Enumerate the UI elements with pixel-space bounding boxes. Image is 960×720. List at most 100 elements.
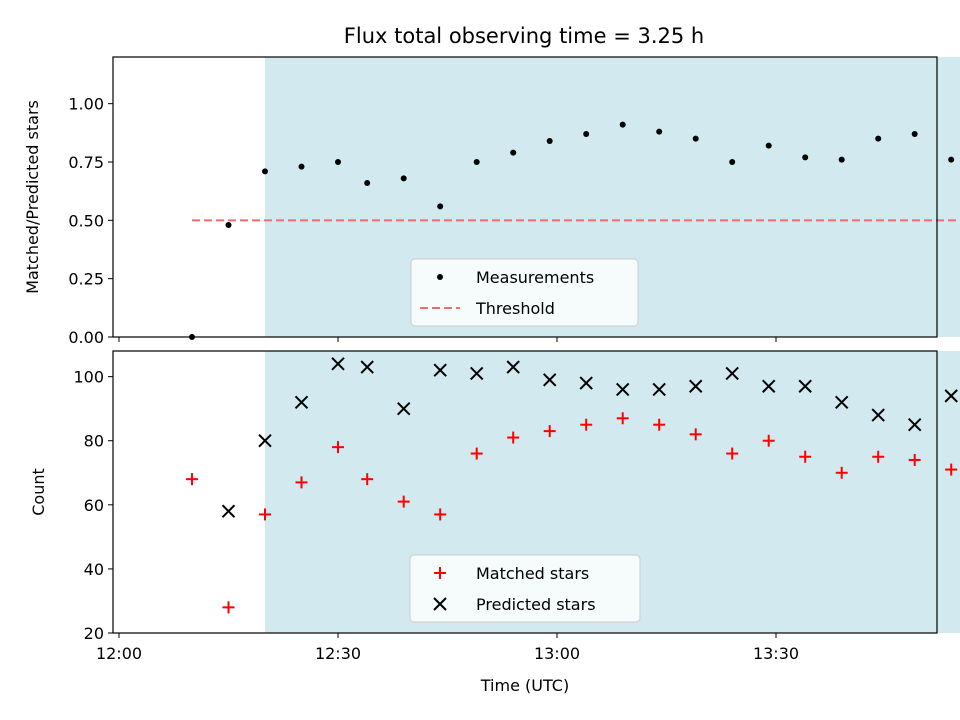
cross-b [579, 376, 593, 390]
predicted-star-point [433, 363, 447, 377]
y-tick-label: 40 [84, 560, 104, 579]
predicted-star-point [798, 379, 812, 393]
predicted-star-point [688, 379, 703, 393]
cross-b [798, 379, 812, 393]
predicted-star-point [360, 360, 374, 374]
cross-b [258, 434, 272, 448]
x-tick-label: 13:00 [534, 644, 580, 663]
bottom-y-axis-label: Count [29, 468, 48, 516]
matched-star-point [259, 508, 271, 521]
measurement-point [225, 222, 232, 228]
cross-b [360, 360, 374, 374]
chart-title: Flux total observing time = 3.25 h [344, 24, 704, 48]
measurement-point [298, 163, 305, 170]
predicted-star-point [221, 504, 236, 518]
measurement-point [729, 159, 736, 165]
predicted-star-point [652, 382, 666, 397]
matched-star-point [653, 418, 666, 431]
ratio-panel: 0.00 0.25 0.50 0.75 1.00 Matched/Predicted s… [23, 56, 960, 347]
bottom-legend: Matched stars Predicted stars [409, 554, 641, 623]
y-tick-label: 0.75 [68, 153, 104, 172]
predicted-star-point [396, 401, 411, 416]
x-axis-label: Time (UTC) [480, 676, 569, 695]
matched-star-point [689, 428, 702, 441]
cross-b [331, 357, 345, 371]
predicted-star-point [761, 379, 776, 393]
x-tick-label: 12:00 [96, 644, 142, 663]
cross-b [871, 408, 885, 422]
top-legend-box [410, 258, 639, 327]
top-plot-frame [112, 56, 938, 338]
legend-measurements-marker [437, 274, 443, 280]
cross-b [688, 379, 703, 393]
y-tick-label: 80 [84, 432, 104, 451]
measurement-point [875, 135, 882, 142]
y-tick-label: 0.50 [68, 211, 104, 230]
top-y-ticks: 0.00 0.25 0.50 0.75 1.00 [68, 95, 113, 347]
cross-b [725, 366, 739, 381]
matched-star-point [434, 508, 447, 521]
measurement-point [656, 128, 663, 135]
top-legend: Measurements Threshold [410, 258, 639, 327]
predicted-star-point [615, 382, 630, 397]
matched-star-point [295, 476, 308, 489]
legend-matched-label: Matched stars [476, 564, 589, 583]
predicted-star-point [834, 395, 849, 409]
matched-star-point [186, 473, 198, 486]
matched-star-point [835, 466, 848, 479]
measurement-point [364, 180, 371, 186]
legend-predicted-marker [433, 597, 447, 611]
cross-b [652, 382, 666, 397]
predicted-star-point [725, 366, 739, 381]
cross-b [396, 401, 411, 416]
matched-star-point [332, 441, 344, 454]
legend-measurements-label: Measurements [476, 268, 594, 287]
measurement-point [262, 168, 268, 175]
predicted-star-point [579, 376, 593, 390]
legend-plus [434, 567, 446, 579]
cross-b [615, 382, 630, 397]
measurement-point [911, 131, 918, 137]
legend-matched-marker [434, 567, 446, 579]
measurement-point [583, 131, 590, 137]
cross-b [944, 389, 958, 403]
predicted-star-point [944, 389, 958, 403]
matched-star-point [726, 447, 739, 460]
predicted-star-point [258, 434, 272, 448]
matched-star-point [580, 418, 593, 431]
measurement-point [765, 142, 772, 149]
cross-b [907, 417, 922, 432]
legend-predicted-label: Predicted stars [476, 595, 596, 614]
cross-b [761, 379, 776, 393]
cross-b [294, 395, 309, 409]
y-tick-label: 0.00 [68, 328, 104, 347]
predicted-star-points [221, 357, 958, 518]
measurement-point [838, 156, 845, 163]
measurement-point [335, 159, 341, 165]
matched-star-point [872, 450, 885, 463]
bottom-legend-box [409, 554, 641, 623]
y-tick-label: 60 [84, 496, 104, 515]
legend-cross [433, 597, 447, 611]
cross-b [433, 597, 447, 611]
matched-star-point [908, 453, 921, 466]
matched-star-point [507, 431, 520, 444]
predicted-star-point [542, 373, 557, 387]
measurement-point [948, 156, 955, 163]
matched-star-point [361, 473, 374, 486]
matched-star-point [799, 450, 812, 463]
matched-star-point [762, 434, 775, 447]
y-tick-label: 0.25 [68, 270, 104, 289]
matched-star-point [543, 425, 556, 438]
legend-threshold-label: Threshold [475, 299, 555, 318]
bottom-plot-frame [112, 350, 938, 634]
cross-b [221, 504, 236, 518]
predicted-star-point [871, 408, 885, 422]
predicted-star-point [294, 395, 309, 409]
measurement-point [619, 121, 626, 128]
cross-b [469, 366, 484, 381]
matched-star-point [945, 463, 958, 476]
x-tick-label: 13:30 [753, 644, 799, 663]
